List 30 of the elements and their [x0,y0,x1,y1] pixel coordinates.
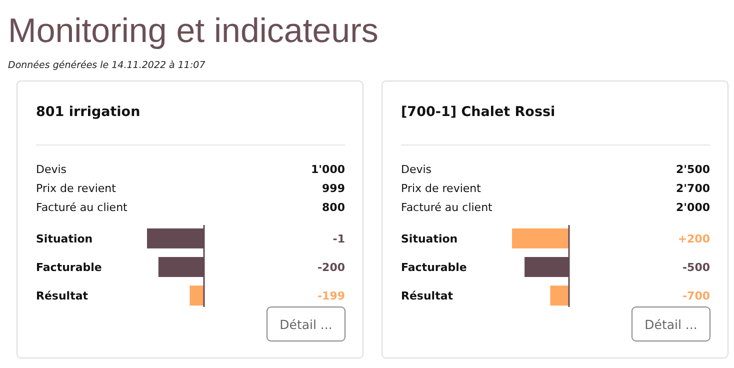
text: Devis [36,163,67,176]
chart-title: [700-1] Chalet Rossi [401,104,556,120]
text: -199 [317,290,345,303]
text: +200 [678,232,710,246]
text: Facturé au client [401,201,494,214]
text: Monitoring et indicateurs [8,12,378,50]
text: 999 [322,182,345,195]
text: Détail ... [644,317,698,332]
text: 2'000 [676,201,710,214]
text: Données générées le 14.11.2022 à 11:07 [8,60,206,71]
text: 1'000 [311,163,346,176]
y-tick-label: Facturable [401,261,467,274]
text: -1 [332,232,345,246]
text: Prix de revient [401,182,482,195]
y-tick-label: Facturable [36,261,102,274]
text: 800 [322,201,346,214]
text: 2'700 [676,182,710,195]
y-tick-label: Situation [36,232,93,246]
text: -700 [682,290,710,303]
text: Facturé au client [36,201,128,214]
text: Détail ... [280,317,332,332]
text: 2'500 [676,163,710,176]
text: Devis [401,163,432,176]
text: -500 [682,261,710,274]
chart-title: 801 irrigation [36,104,140,120]
text: Prix de revient [36,182,117,195]
text: -200 [317,261,346,274]
y-tick-label: Résultat [36,290,88,303]
y-tick-label: Résultat [401,290,454,303]
y-tick-label: Situation [401,232,458,246]
